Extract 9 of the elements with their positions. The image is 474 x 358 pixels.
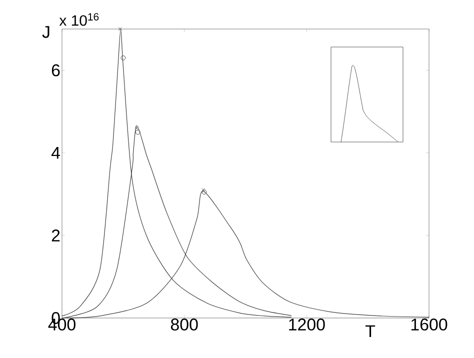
x-tick-label: 800 [170,318,198,331]
y-tick-label: 4 [51,147,60,159]
text: x 10$^{16}$ [59,13,99,26]
y-tick-label: 6 [52,64,60,76]
y-tick-label: 2 [52,230,60,242]
y-axis-title: J [42,26,50,38]
x-axis-title: T [365,325,376,337]
x-tick-label: 1600 [411,318,448,331]
x-tick-label: 1200 [289,318,325,331]
